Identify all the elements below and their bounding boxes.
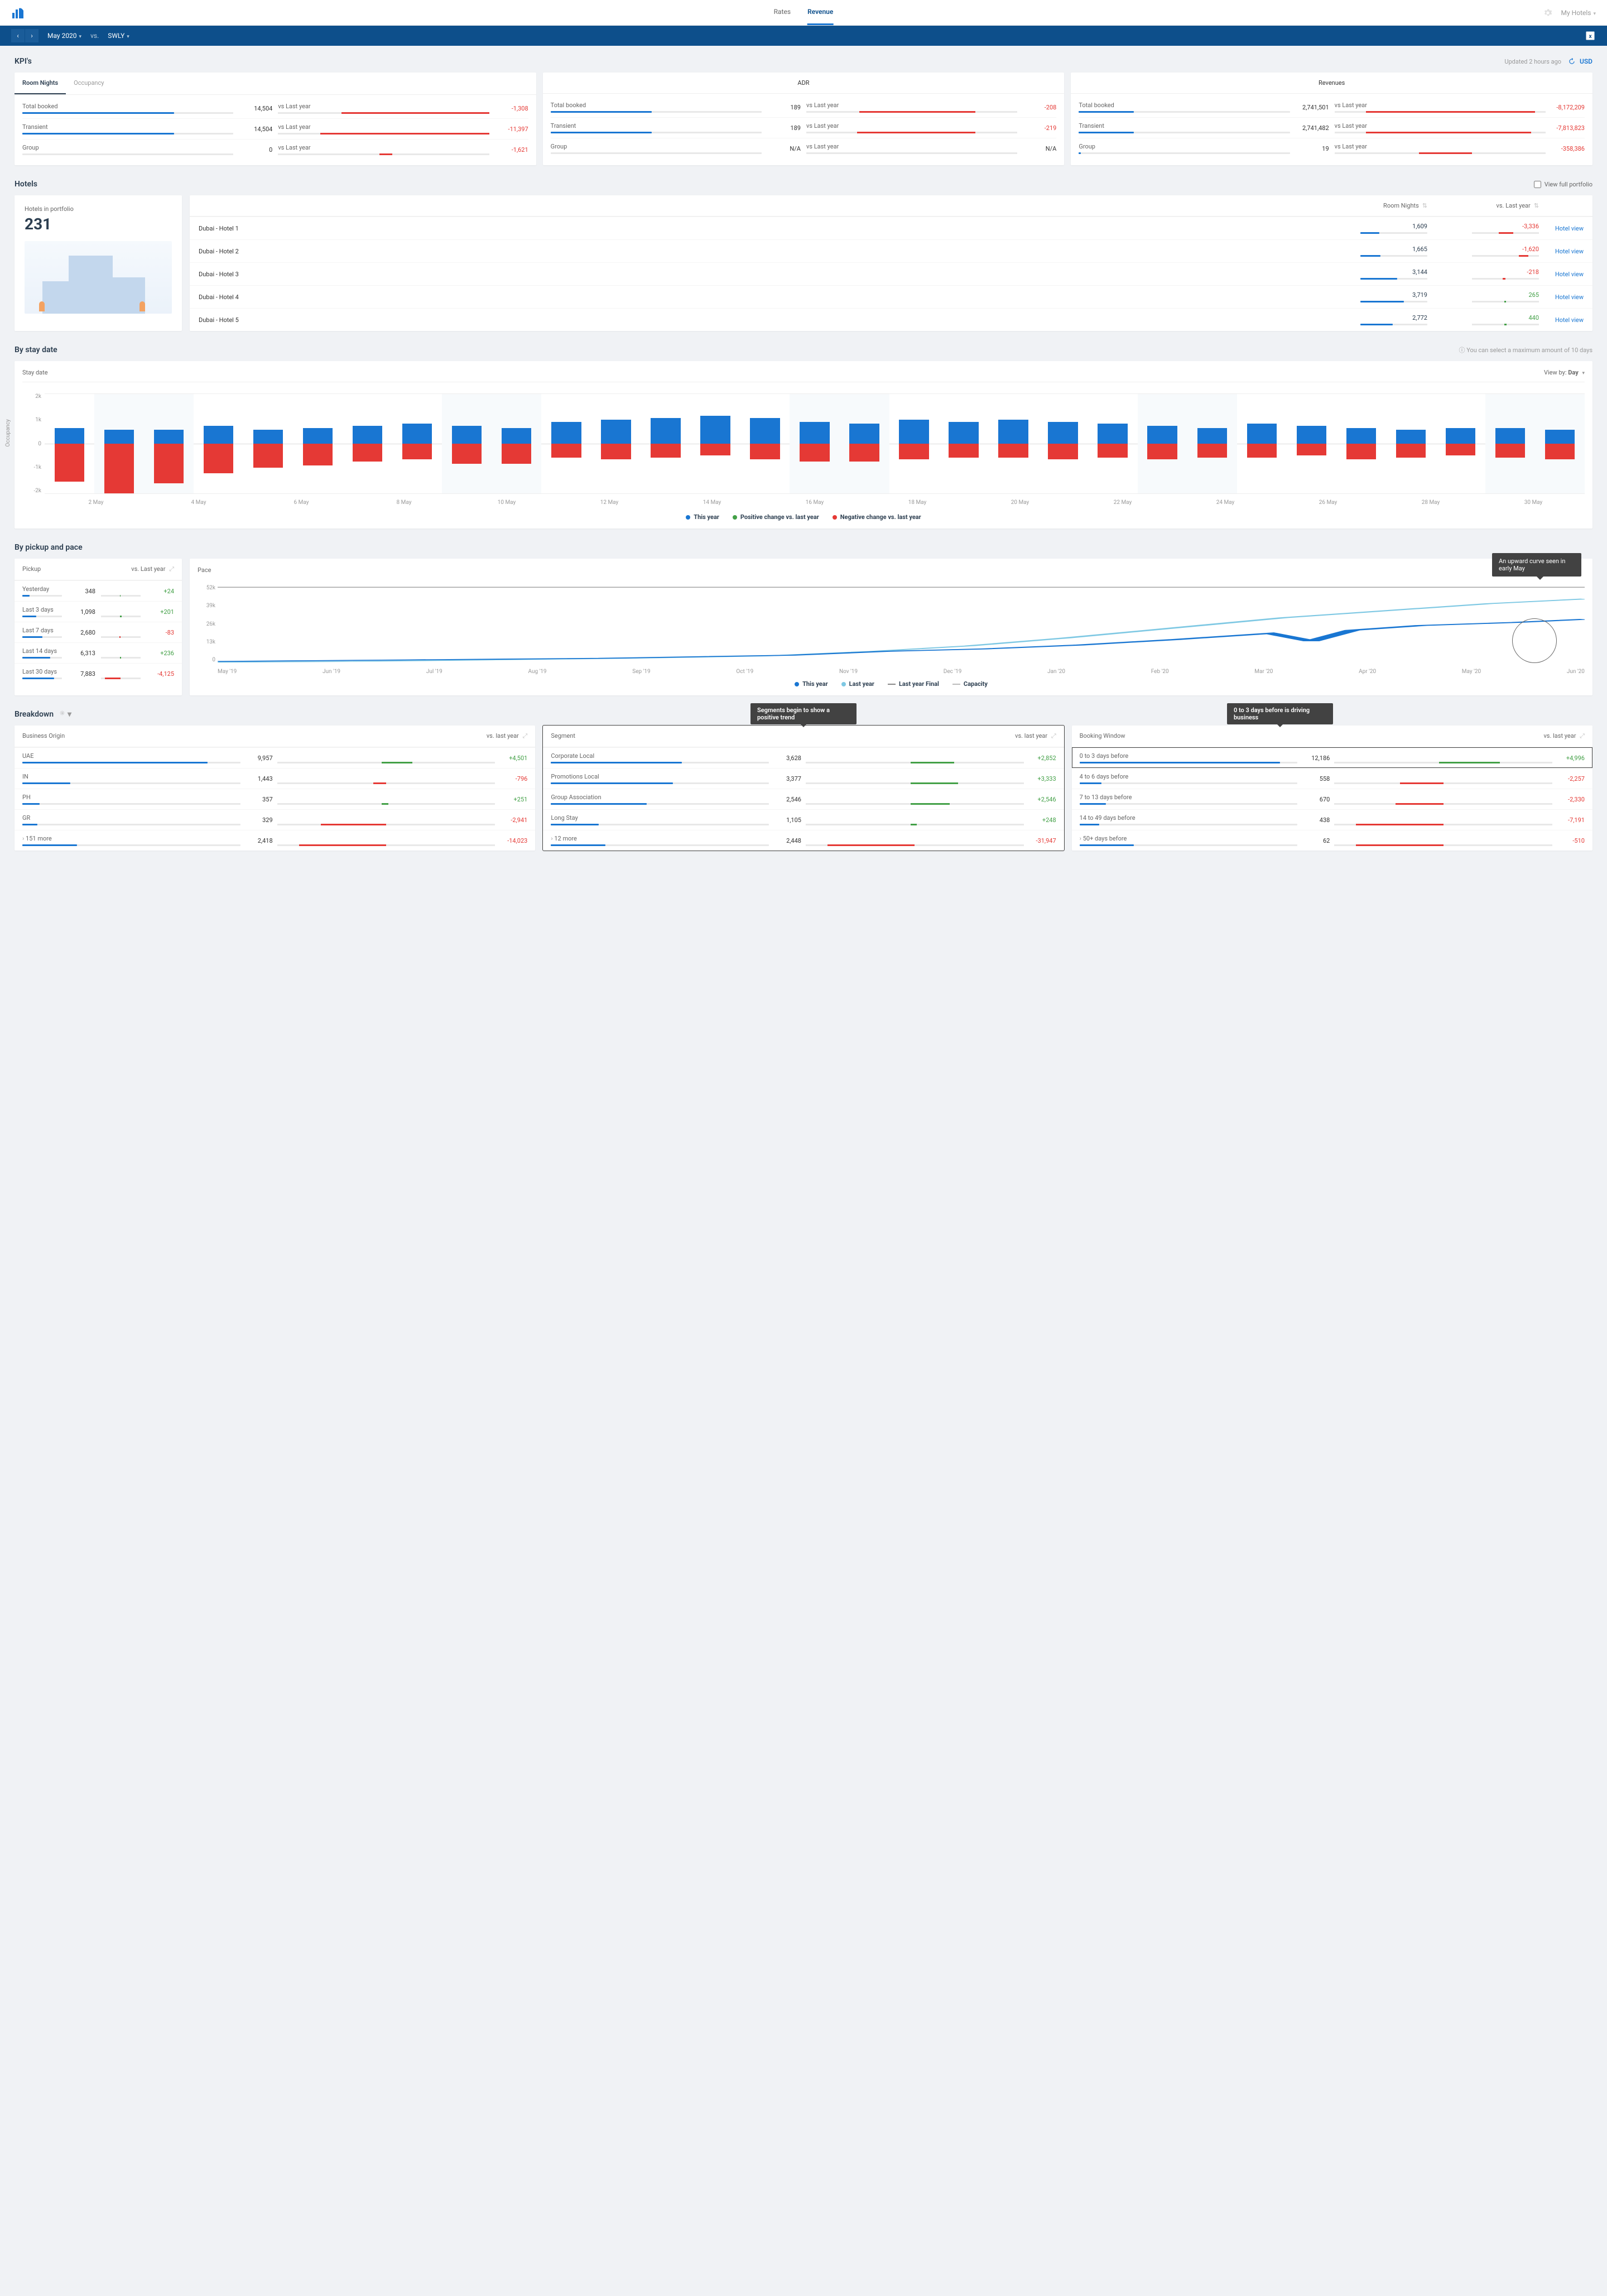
breakdown-row: PH 357 +251 [15, 789, 535, 809]
kpi-adr-title: ADR [543, 73, 1065, 94]
hotel-row: Dubai - Hotel 3 3,144 -218 Hotel view [190, 262, 1592, 285]
my-hotels-dropdown[interactable]: My Hotels▾ [1561, 9, 1596, 17]
breakdown-more-row[interactable]: 151 more 2,418 -14,023 [15, 830, 535, 851]
stay-title: By stay date [15, 345, 57, 354]
breakdown-row: Promotions Local 3,377 +3,333 [543, 768, 1064, 789]
expand-icon[interactable]: ⤢ [521, 732, 528, 739]
portfolio-count: 231 [25, 215, 172, 233]
currency-selector[interactable]: USD [1580, 57, 1592, 65]
portfolio-illustration [25, 241, 172, 314]
next-arrow[interactable]: › [25, 29, 39, 42]
stay-hint: ⓘ You can select a maximum amount of 10 … [1459, 345, 1592, 354]
breakdown-row: UAE 9,957 +4,501 [15, 747, 535, 768]
pace-header: Pace [198, 566, 1585, 574]
stay-header: Stay date [22, 369, 48, 376]
hotel-view-link[interactable]: Hotel view [1539, 294, 1584, 301]
breakdown-row: Corporate Local 3,628 +2,852 [543, 747, 1064, 768]
pace-annotation-circle [1512, 618, 1557, 663]
hotel-view-link[interactable]: Hotel view [1539, 271, 1584, 278]
hotel-view-link[interactable]: Hotel view [1539, 316, 1584, 324]
tab-rates[interactable]: Rates [774, 0, 791, 25]
legend-cap: Capacity [952, 680, 988, 688]
pickup-row: Last 3 days 1,098 +201 [15, 601, 182, 622]
pace-card: An upward curve seen in early May Pace 5… [190, 559, 1592, 695]
breakdown-card: Segments begin to show a positive trend … [543, 726, 1064, 851]
pickup-title: By pickup and pace [15, 543, 83, 552]
y-axis-label: Occupancy [5, 419, 11, 446]
breakdown-card: 0 to 3 days before is driving business B… [1072, 726, 1592, 851]
hotel-view-link[interactable]: Hotel view [1539, 248, 1584, 255]
breakdown-row: 7 to 13 days before 670 -2,330 [1072, 789, 1592, 809]
pickup-row: Last 14 days 6,313 +236 [15, 642, 182, 663]
legend-ly: Last year [841, 680, 874, 688]
kpi-tab-occupancy[interactable]: Occupancy [66, 73, 112, 94]
breakdown-row: 14 to 49 days before 438 -7,191 [1072, 809, 1592, 830]
breakdown-title: Breakdown ▾ [15, 710, 71, 719]
breakdown-row: IN 1,443 -796 [15, 768, 535, 789]
hotel-row: Dubai - Hotel 2 1,665 -1,620 Hotel view [190, 239, 1592, 262]
breakdown-row: GR 329 -2,941 [15, 809, 535, 830]
hotel-view-link[interactable]: Hotel view [1539, 225, 1584, 232]
breakdown-row: 0 to 3 days before 12,186 +4,996 [1072, 747, 1592, 768]
hotel-row: Dubai - Hotel 4 3,719 265 Hotel view [190, 285, 1592, 308]
expand-icon[interactable]: ⤢ [167, 565, 174, 573]
pace-tooltip: An upward curve seen in early May [1492, 553, 1581, 577]
legend-ty: This year [795, 680, 828, 688]
compare-selector[interactable]: SWLY▾ [104, 32, 133, 40]
legend-this-year: This year [686, 513, 719, 521]
pickup-row: Yesterday 348 +24 [15, 580, 182, 601]
expand-icon[interactable]: ⤢ [1050, 732, 1056, 739]
legend-positive: Positive change vs. last year [733, 513, 819, 521]
breakdown-gear-icon[interactable] [59, 710, 66, 717]
pickup-row: Last 7 days 2,680 -83 [15, 622, 182, 642]
view-full-portfolio[interactable]: View full portfolio [1534, 181, 1592, 188]
breakdown-card: Business Originvs. last year ⤢ UAE 9,957… [15, 726, 535, 851]
refresh-icon[interactable] [1568, 57, 1576, 65]
updated-text: Updated 2 hours ago [1504, 58, 1561, 65]
excel-export-icon[interactable]: x [1585, 30, 1596, 41]
prev-arrow[interactable]: ‹ [11, 29, 25, 42]
hotel-row: Dubai - Hotel 5 2,772 440 Hotel view [190, 308, 1592, 331]
breakdown-more-row[interactable]: 50+ days before 62 -510 [1072, 830, 1592, 851]
pace-chart[interactable]: 52k39k26k13k0 [218, 585, 1585, 663]
kpi-rev-title: Revenues [1071, 73, 1592, 94]
legend-negative: Negative change vs. last year [833, 513, 921, 521]
hotels-title: Hotels [15, 180, 37, 189]
breakdown-row: Group Association 2,546 +2,546 [543, 789, 1064, 809]
pickup-row: Last 30 days 7,883 -4,125 [15, 663, 182, 684]
hotel-row: Dubai - Hotel 1 1,609 -3,336 Hotel view [190, 217, 1592, 239]
vs-label: vs. [90, 32, 99, 40]
tab-revenue[interactable]: Revenue [807, 0, 833, 25]
month-selector[interactable]: May 2020▾ [44, 32, 85, 40]
logo [11, 6, 25, 20]
breakdown-more-row[interactable]: 12 more 2,448 -31,947 [543, 830, 1064, 851]
stay-chart[interactable]: 2k1k0-1k-2k [45, 393, 1585, 494]
booking-window-tooltip: 0 to 3 days before is driving business [1227, 703, 1333, 724]
legend-lyf: Last year Final [888, 680, 939, 688]
breakdown-row: Long Stay 1,105 +248 [543, 809, 1064, 830]
expand-icon[interactable]: ⤢ [1578, 732, 1585, 739]
portfolio-label: Hotels in portfolio [25, 205, 172, 213]
breakdown-row: 4 to 6 days before 558 -2,257 [1072, 768, 1592, 789]
segment-tooltip: Segments begin to show a positive trend [750, 703, 857, 724]
kpi-tab-room-nights[interactable]: Room Nights [15, 73, 66, 94]
view-by-selector[interactable]: View by: Day ▾ [1544, 369, 1585, 376]
kpi-title: KPI's [15, 57, 32, 66]
gear-icon[interactable] [1543, 8, 1552, 17]
